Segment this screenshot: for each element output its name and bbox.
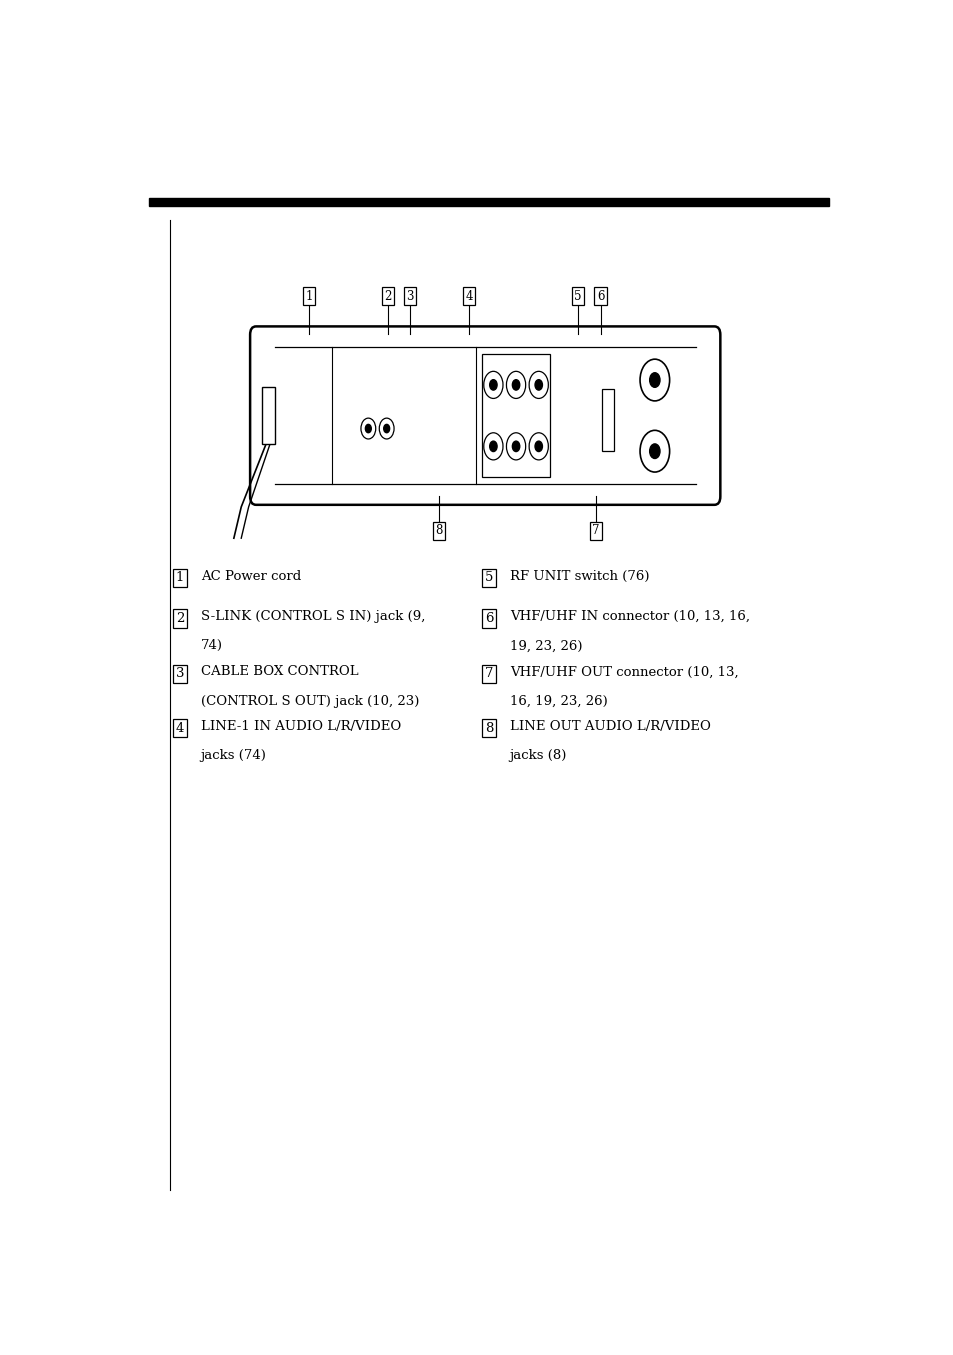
- Text: 16, 19, 23, 26): 16, 19, 23, 26): [509, 695, 607, 707]
- Circle shape: [649, 373, 659, 388]
- Circle shape: [360, 419, 375, 439]
- Text: 2: 2: [175, 612, 184, 625]
- Circle shape: [535, 442, 542, 451]
- Circle shape: [529, 432, 548, 459]
- Text: 6: 6: [484, 612, 493, 625]
- Text: VHF/UHF OUT connector (10, 13,: VHF/UHF OUT connector (10, 13,: [509, 665, 738, 679]
- Text: 6: 6: [597, 290, 603, 302]
- Text: AC Power cord: AC Power cord: [200, 569, 300, 583]
- Circle shape: [639, 431, 669, 472]
- Circle shape: [483, 432, 502, 459]
- Circle shape: [383, 424, 389, 432]
- Circle shape: [506, 432, 525, 459]
- Circle shape: [483, 371, 502, 398]
- Circle shape: [365, 424, 371, 432]
- Bar: [601, 389, 614, 451]
- Circle shape: [535, 379, 542, 390]
- Circle shape: [489, 379, 497, 390]
- Bar: [149, 198, 828, 206]
- Text: 19, 23, 26): 19, 23, 26): [509, 640, 581, 652]
- Text: 3: 3: [175, 668, 184, 680]
- Text: 2: 2: [383, 290, 391, 302]
- Text: 1: 1: [175, 572, 184, 584]
- Text: 7: 7: [484, 668, 493, 680]
- Circle shape: [489, 442, 497, 451]
- Text: 5: 5: [484, 572, 493, 584]
- Circle shape: [379, 419, 394, 439]
- Text: 74): 74): [200, 640, 222, 652]
- Circle shape: [529, 371, 548, 398]
- FancyBboxPatch shape: [250, 327, 720, 505]
- Bar: [481, 354, 550, 477]
- Circle shape: [639, 359, 669, 401]
- Circle shape: [649, 444, 659, 458]
- Text: 7: 7: [592, 524, 599, 538]
- Text: S-LINK (CONTROL S IN) jack (9,: S-LINK (CONTROL S IN) jack (9,: [200, 610, 424, 623]
- Text: 4: 4: [175, 722, 184, 734]
- Text: 8: 8: [484, 722, 493, 734]
- Text: RF UNIT switch (76): RF UNIT switch (76): [509, 569, 648, 583]
- Text: 5: 5: [574, 290, 580, 302]
- Text: VHF/UHF IN connector (10, 13, 16,: VHF/UHF IN connector (10, 13, 16,: [509, 610, 749, 623]
- Text: jacks (8): jacks (8): [509, 749, 566, 762]
- Text: LINE OUT AUDIO L/R/VIDEO: LINE OUT AUDIO L/R/VIDEO: [509, 720, 710, 733]
- Circle shape: [512, 379, 519, 390]
- Circle shape: [506, 371, 525, 398]
- Text: jacks (74): jacks (74): [200, 749, 266, 762]
- Text: 1: 1: [305, 290, 313, 302]
- Text: CABLE BOX CONTROL: CABLE BOX CONTROL: [200, 665, 357, 679]
- Text: (CONTROL S OUT) jack (10, 23): (CONTROL S OUT) jack (10, 23): [200, 695, 418, 707]
- Text: LINE-1 IN AUDIO L/R/VIDEO: LINE-1 IN AUDIO L/R/VIDEO: [200, 720, 400, 733]
- Text: 4: 4: [465, 290, 473, 302]
- Text: 8: 8: [435, 524, 442, 538]
- Bar: [262, 388, 275, 444]
- Text: 3: 3: [406, 290, 414, 302]
- Circle shape: [512, 442, 519, 451]
